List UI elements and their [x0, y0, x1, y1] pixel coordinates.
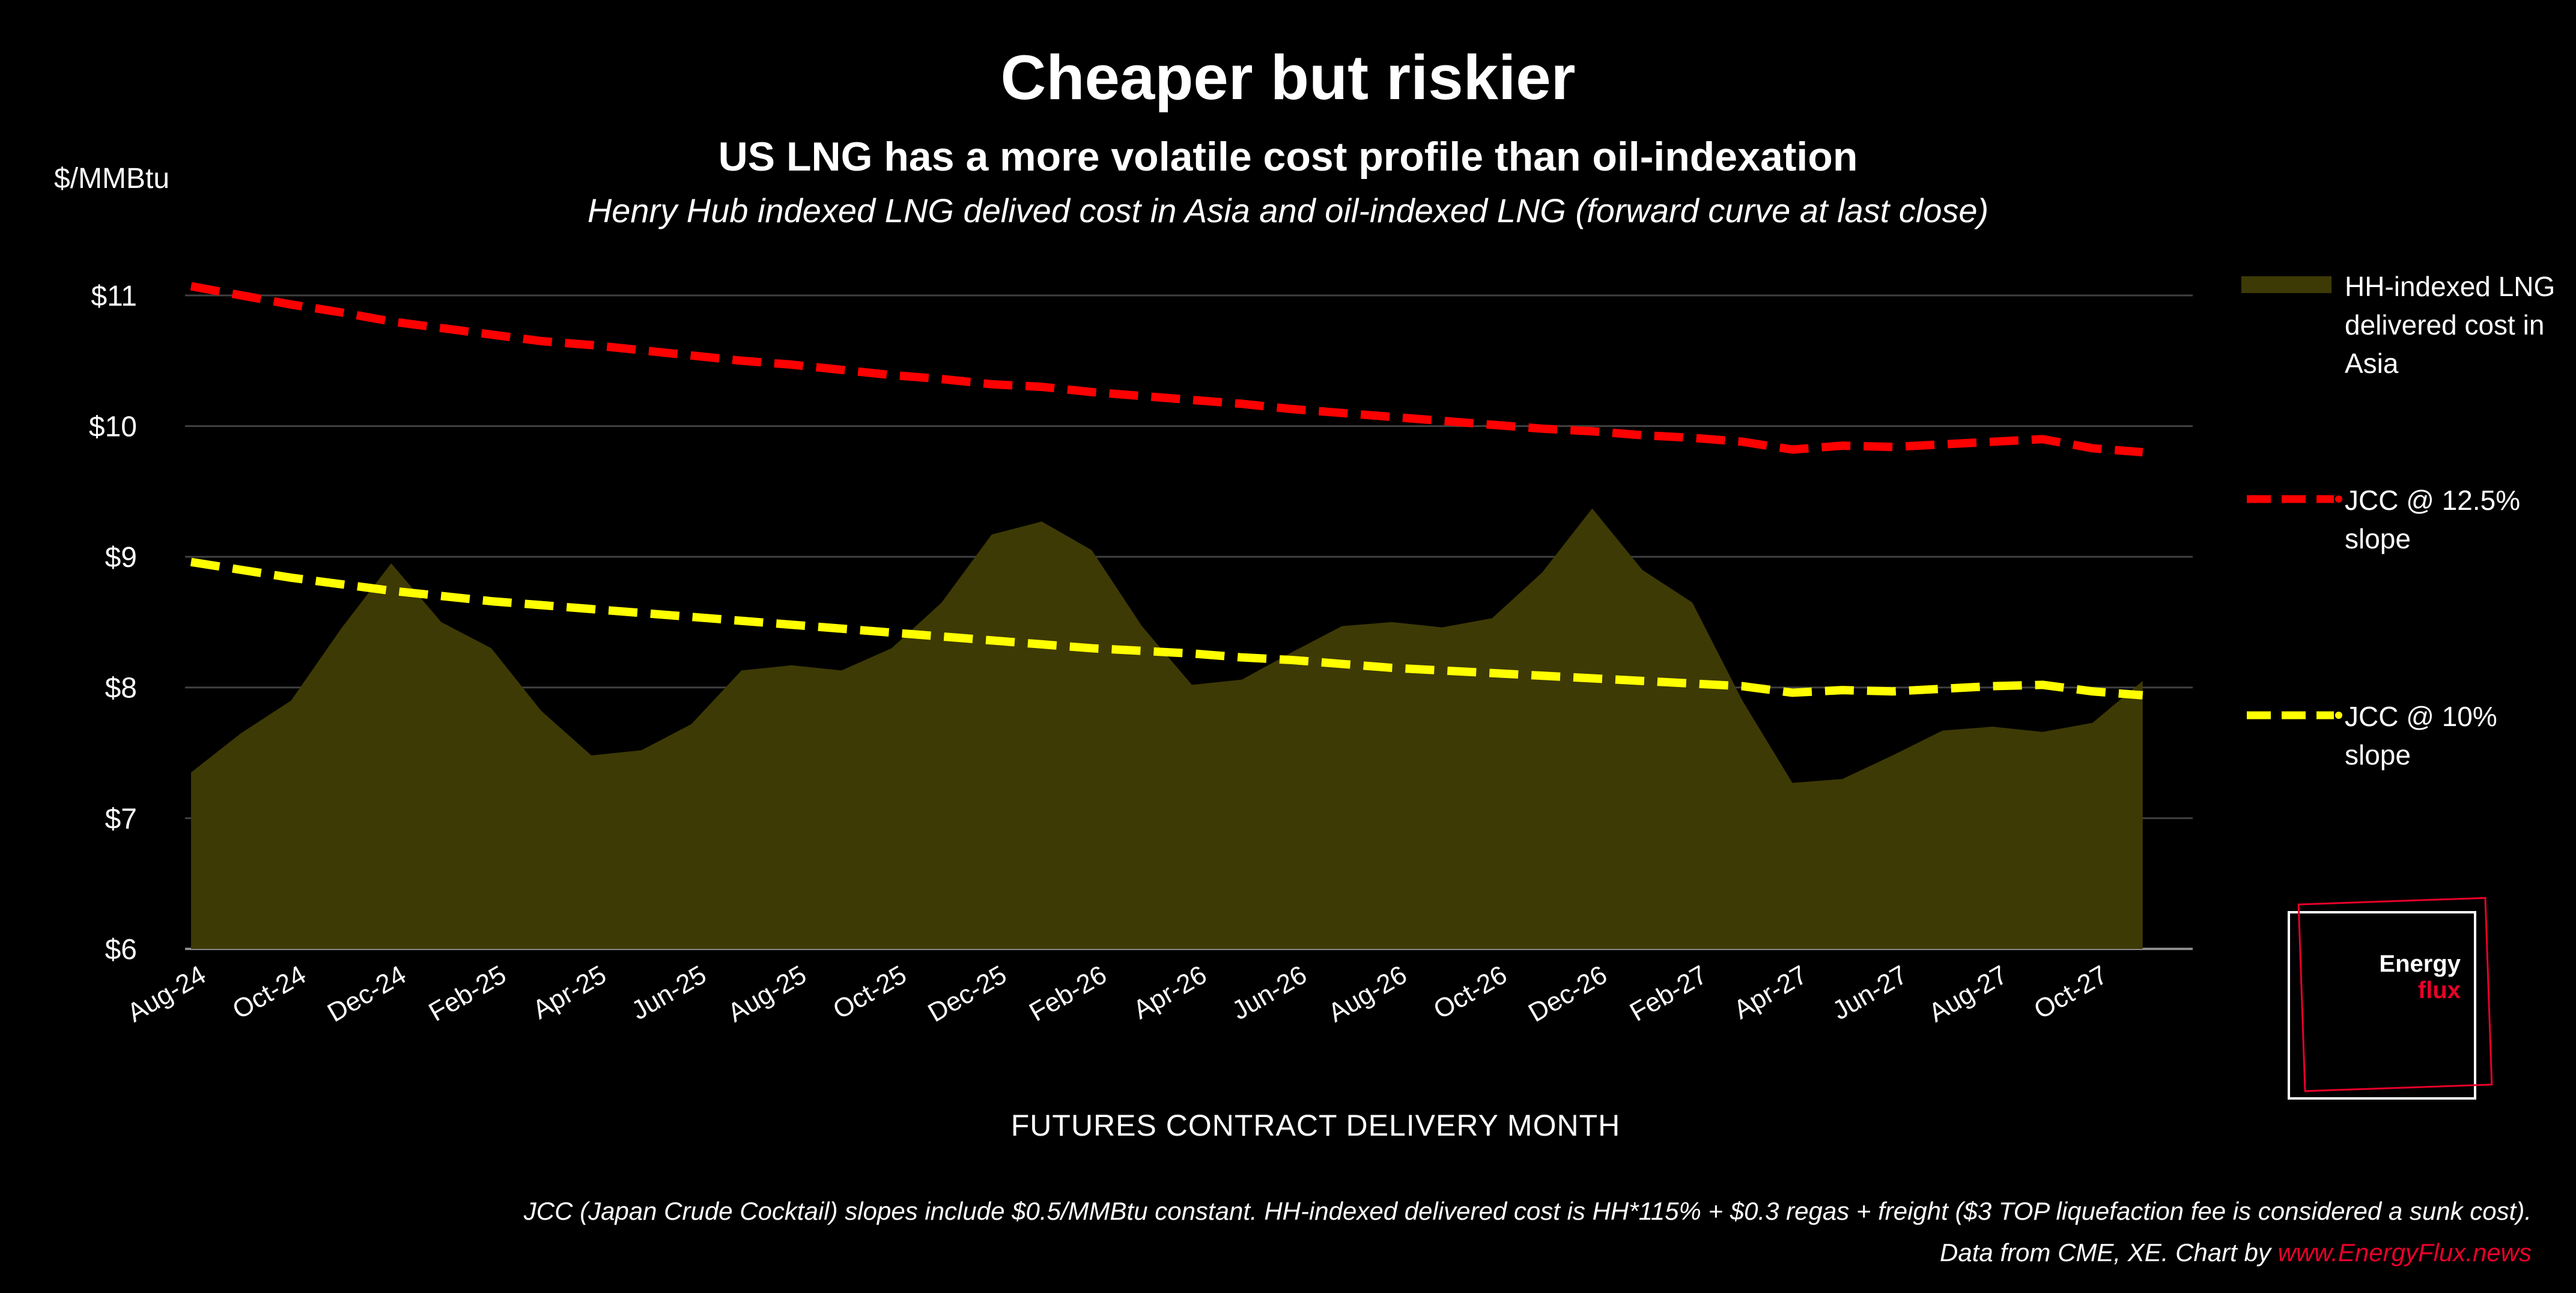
x-tick-label: Jun-25: [627, 960, 711, 1026]
chart-plot: $6 $7 $8 $9 $10 $11 Aug-24 Oct-24 Dec-24 Feb-25 A…: [89, 280, 2193, 1028]
x-tick-label: Aug-27: [1924, 960, 2012, 1028]
x-tick-label: Oct-27: [2029, 960, 2113, 1025]
x-tick-labels: Aug-24 Oct-24 Dec-24 Feb-25 Apr-25 Jun-25 Aug-…: [123, 960, 2113, 1028]
x-tick-label: Dec-24: [323, 960, 411, 1028]
legend-item-jcc-10: JCC @ 10% slope: [2244, 697, 2576, 774]
legend-swatch-hh: [2241, 276, 2331, 293]
x-tick-label: Aug-25: [723, 960, 811, 1028]
x-tick-label: Aug-24: [123, 960, 211, 1028]
x-tick-label: Aug-26: [1323, 960, 1412, 1028]
x-tick-label: Dec-25: [923, 960, 1011, 1028]
x-axis-label: FUTURES CONTRACT DELIVERY MONTH: [1010, 1109, 1621, 1142]
y-tick-label: $7: [105, 803, 137, 835]
y-axis-label: $/MMBtu: [54, 163, 170, 195]
legend-swatch-jcc-12-5: [2247, 495, 2342, 503]
legend-item-jcc-12-5: JCC @ 12.5% slope: [2244, 481, 2576, 558]
footnote: JCC (Japan Crude Cocktail) slopes includ…: [523, 1197, 2532, 1225]
source-credit: Data from CME, XE. Chart by www.EnergyFl…: [1940, 1238, 2532, 1267]
logo-text-flux: flux: [2417, 977, 2461, 1004]
area-series: [191, 508, 2143, 949]
x-tick-label: Oct-24: [228, 960, 311, 1025]
logo-text-energy: Energy: [2379, 951, 2461, 977]
chart-subtitle: US LNG has a more volatile cost profile …: [718, 134, 1858, 180]
legend-item-hh: HH-indexed LNG delivered cost in Asia: [2241, 267, 2576, 383]
y-tick-labels: $6 $7 $8 $9 $10 $11: [89, 280, 137, 966]
x-tick-label: Oct-25: [828, 960, 911, 1025]
x-tick-label: Feb-26: [1024, 960, 1111, 1027]
x-tick-label: Feb-27: [1625, 960, 1712, 1027]
legend-label-hh: HH-indexed LNG delivered cost in Asia: [2345, 271, 2556, 379]
source-link[interactable]: www.EnergyFlux.news: [2277, 1238, 2532, 1267]
x-tick-label: Apr-27: [1729, 960, 1812, 1025]
line-series: [190, 282, 2143, 700]
line-jcc-10: [190, 557, 2143, 700]
line-jcc-12-5: [190, 282, 2143, 456]
y-tick-label: $8: [105, 673, 137, 704]
y-tick-label: $10: [89, 411, 137, 443]
legend-swatch-jcc-10: [2247, 711, 2342, 719]
chart-title: Cheaper but riskier: [1000, 43, 1576, 113]
y-tick-label: $9: [105, 542, 137, 574]
y-tick-label: $11: [91, 280, 137, 312]
area-hh-indexed-lng: [191, 508, 2143, 949]
x-tick-label: Apr-25: [528, 960, 612, 1025]
x-tick-label: Jun-27: [1827, 960, 1912, 1026]
source-text: Data from CME, XE. Chart by: [1940, 1238, 2278, 1267]
x-tick-label: Jun-26: [1227, 960, 1312, 1026]
x-tick-label: Feb-25: [424, 960, 511, 1027]
x-tick-label: Apr-26: [1128, 960, 1212, 1025]
legend-label-jcc-10: JCC @ 10% slope: [2345, 701, 2497, 771]
x-tick-label: Oct-26: [1429, 960, 1512, 1025]
y-tick-label: $6: [105, 934, 137, 966]
energyflux-logo: Energy flux: [2288, 897, 2493, 1100]
x-tick-label: Dec-26: [1523, 960, 1612, 1028]
chart-description: Henry Hub indexed LNG delived cost in As…: [587, 192, 1989, 229]
logo-red-frame: [2297, 897, 2493, 1092]
legend-label-jcc-12-5: JCC @ 12.5% slope: [2345, 485, 2521, 554]
